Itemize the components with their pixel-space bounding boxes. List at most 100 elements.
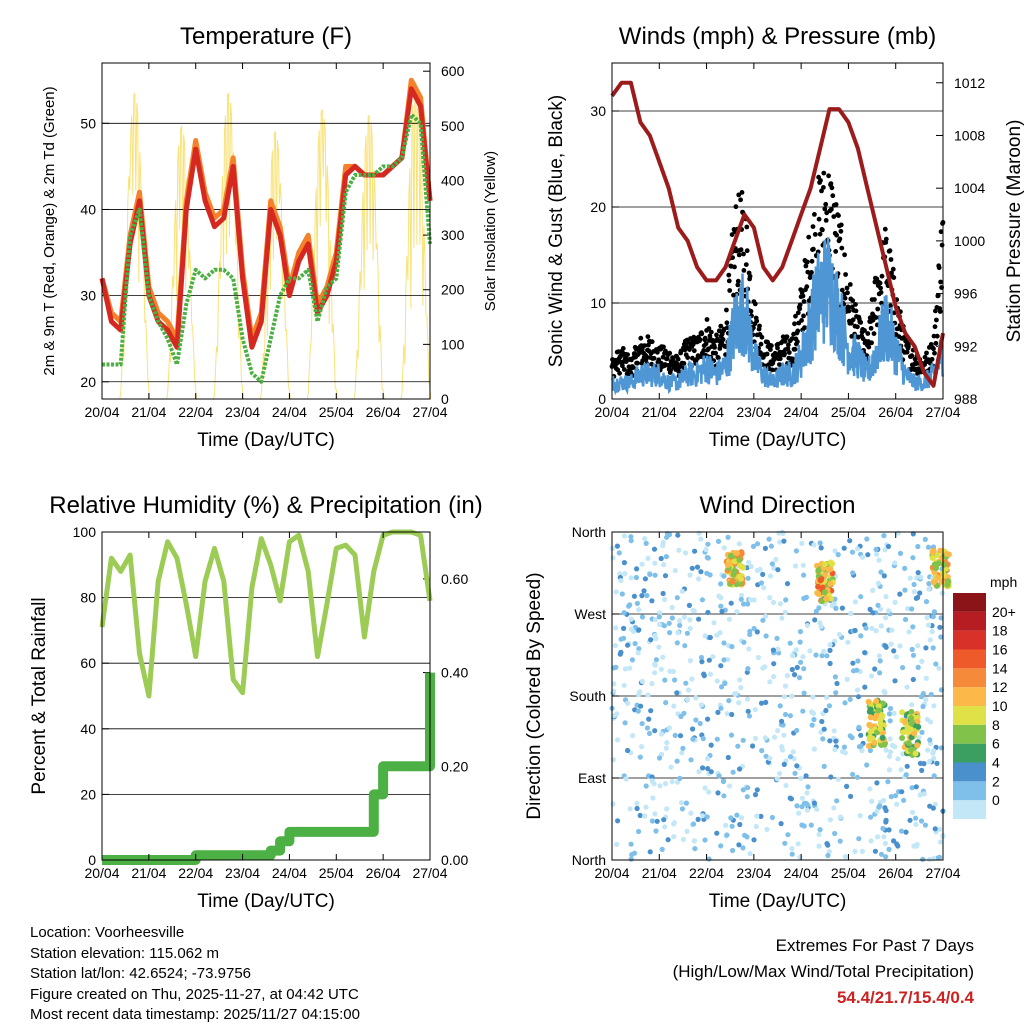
- direction-point: [698, 702, 705, 708]
- direction-point: [734, 812, 740, 818]
- gust-point: [716, 328, 722, 334]
- gust-point: [850, 317, 856, 323]
- direction-point: [915, 664, 921, 671]
- direction-cluster-point: [867, 722, 874, 729]
- humidity-ytick-label: 40: [80, 721, 96, 737]
- direction-point: [663, 554, 670, 560]
- gust-point: [661, 344, 666, 350]
- humidity-xlabel: Time (Day/UTC): [197, 891, 335, 912]
- direction-point: [792, 563, 799, 569]
- direction-point: [886, 753, 893, 760]
- gust-point: [810, 224, 816, 230]
- direction-cluster-point: [867, 714, 874, 721]
- direction-point: [699, 813, 706, 819]
- direction-ytick-label: East: [578, 770, 606, 786]
- direction-point: [924, 716, 931, 723]
- direction-point: [779, 615, 785, 621]
- direction-point: [858, 732, 864, 738]
- gust-point: [891, 275, 897, 280]
- direction-point: [751, 625, 757, 632]
- direction-point: [824, 653, 830, 659]
- direction-point: [916, 734, 922, 741]
- direction-point: [738, 596, 744, 602]
- direction-cluster-point: [935, 560, 942, 567]
- direction-point: [645, 692, 651, 698]
- winds-ytick-label: 0: [598, 391, 606, 407]
- direction-point: [787, 713, 794, 719]
- direction-point: [649, 818, 656, 824]
- direction-point: [820, 736, 826, 742]
- station-elevation: Station elevation: 115.062 m: [30, 944, 220, 962]
- direction-point: [798, 775, 804, 781]
- winds-y2tick-label: 988: [954, 391, 978, 407]
- direction-point: [730, 769, 736, 775]
- direction-cluster-point: [905, 740, 912, 747]
- direction-point: [639, 561, 645, 567]
- direction-point: [621, 682, 627, 688]
- direction-point: [721, 657, 727, 663]
- direction-point: [776, 530, 782, 536]
- direction-cluster-point: [929, 555, 936, 561]
- gust-point: [878, 285, 883, 291]
- solar-insolation-trace: [166, 125, 198, 400]
- gust-point: [809, 258, 815, 264]
- direction-point: [883, 854, 889, 860]
- direction-point: [887, 736, 893, 742]
- gust-point: [744, 224, 750, 230]
- gust-point: [934, 317, 939, 323]
- direction-point: [751, 837, 757, 843]
- direction-point: [650, 795, 656, 801]
- direction-point: [635, 692, 642, 698]
- gust-point: [866, 344, 872, 350]
- direction-point: [852, 599, 859, 605]
- direction-point: [826, 703, 833, 709]
- direction-point: [833, 690, 839, 696]
- extremes-panel: Extremes For Past 7 Days (High/Low/Max W…: [673, 933, 974, 1011]
- direction-point: [661, 817, 667, 823]
- direction-point: [795, 841, 801, 847]
- gust-point: [821, 170, 827, 176]
- direction-point: [700, 765, 706, 771]
- direction-point: [927, 637, 933, 643]
- gust-point: [726, 278, 732, 284]
- gust-point: [829, 206, 834, 212]
- temperature-xtick-label: 25/04: [319, 404, 354, 420]
- extremes-values: 54.4/21.7/15.4/0.4: [836, 988, 974, 1007]
- direction-point: [736, 700, 742, 706]
- direction-cluster-point: [912, 750, 919, 757]
- colorbar-swatch: [953, 611, 986, 631]
- direction-point: [646, 730, 653, 737]
- direction-cluster-point: [737, 562, 744, 569]
- colorbar-swatch: [953, 593, 986, 612]
- direction-point: [799, 540, 805, 547]
- direction-point: [930, 614, 936, 620]
- gust-point: [748, 308, 754, 314]
- direction-point: [799, 795, 805, 801]
- direction-point: [891, 838, 897, 844]
- station-latlon: Station lat/lon: 42.6524; -73.9756: [30, 965, 252, 983]
- direction-point: [859, 848, 866, 855]
- direction-point: [767, 755, 773, 762]
- direction-point: [637, 754, 643, 760]
- temperature-xtick-label: 22/04: [178, 404, 213, 420]
- direction-point: [801, 595, 807, 602]
- gust-point: [724, 307, 729, 313]
- direction-point: [642, 536, 648, 542]
- direction-point: [872, 848, 879, 854]
- temperature-xtick-label: 23/04: [225, 404, 260, 420]
- direction-point: [771, 674, 777, 680]
- direction-cluster-point: [944, 551, 951, 557]
- direction-point: [690, 821, 697, 827]
- direction-point: [870, 587, 876, 594]
- direction-point: [782, 683, 789, 689]
- direction-point: [814, 806, 820, 812]
- direction-point: [854, 774, 861, 780]
- direction-point: [647, 849, 653, 855]
- gust-point: [747, 273, 753, 279]
- direction-point: [917, 590, 923, 596]
- direction-point: [794, 727, 800, 734]
- direction-point: [745, 601, 751, 607]
- gust-point: [635, 360, 640, 366]
- direction-point: [892, 560, 898, 566]
